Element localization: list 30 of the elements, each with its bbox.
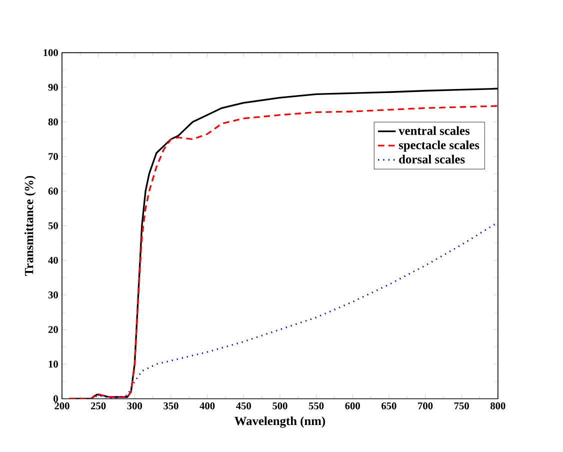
y-tick-label: 10 <box>48 360 58 368</box>
y-tick-label: 50 <box>48 222 58 229</box>
x-tick-label: 450 <box>236 402 251 410</box>
x-tick-label: 250 <box>91 402 106 410</box>
x-tick-label: 700 <box>418 402 433 410</box>
y-tick-label: 100 <box>44 48 58 56</box>
x-tick-label: 350 <box>164 402 178 410</box>
legend-label: ventral scales <box>398 126 470 135</box>
y-tick-label: 80 <box>48 118 58 126</box>
y-tick-label: 40 <box>48 256 58 264</box>
x-tick-label: 400 <box>200 402 215 410</box>
y-tick-label: 0 <box>54 395 58 402</box>
y-tick-label: 60 <box>48 187 58 194</box>
x-tick-label: 750 <box>454 402 469 410</box>
y-tick-label: 30 <box>48 291 58 298</box>
x-tick-label: 600 <box>345 402 360 410</box>
y-axis-title: Transmittance (%) <box>24 176 36 276</box>
x-tick-label: 200 <box>54 402 70 410</box>
legend-label: spectacle scales <box>398 140 480 152</box>
x-tick-label: 300 <box>127 402 142 410</box>
y-tick-label: 20 <box>48 326 58 333</box>
y-tick-label: 70 <box>48 152 58 160</box>
x-axis-title: Wavelength (nm) <box>234 416 326 428</box>
x-tick-label: 550 <box>308 402 324 410</box>
legend-label: dorsal scales <box>399 154 465 164</box>
x-tick-label: 650 <box>382 402 396 410</box>
y-tick-label: 90 <box>48 84 58 91</box>
line-series <box>90 221 498 399</box>
x-tick-label: 500 <box>272 402 288 410</box>
x-tick-label: 800 <box>490 402 506 410</box>
